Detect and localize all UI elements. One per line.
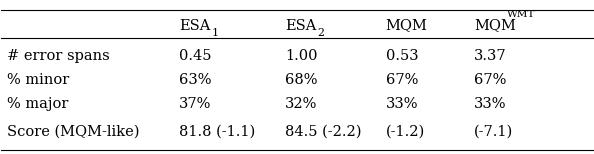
Text: MQM: MQM xyxy=(475,19,516,33)
Text: # error spans: # error spans xyxy=(7,49,110,63)
Text: (-7.1): (-7.1) xyxy=(475,124,514,138)
Text: 32%: 32% xyxy=(285,97,318,111)
Text: 1.00: 1.00 xyxy=(285,49,318,63)
Text: WMT: WMT xyxy=(507,10,535,20)
Text: (-1.2): (-1.2) xyxy=(386,124,425,138)
Text: 81.8 (-1.1): 81.8 (-1.1) xyxy=(179,124,255,138)
Text: Score (MQM-like): Score (MQM-like) xyxy=(7,124,140,138)
Text: 0.45: 0.45 xyxy=(179,49,211,63)
Text: ESA: ESA xyxy=(285,19,317,33)
Text: 3.37: 3.37 xyxy=(475,49,507,63)
Text: MQM: MQM xyxy=(386,19,428,33)
Text: 1: 1 xyxy=(211,28,219,38)
Text: % minor: % minor xyxy=(7,73,69,87)
Text: 84.5 (-2.2): 84.5 (-2.2) xyxy=(285,124,362,138)
Text: 37%: 37% xyxy=(179,97,211,111)
Text: 68%: 68% xyxy=(285,73,318,87)
Text: 33%: 33% xyxy=(475,97,507,111)
Text: 63%: 63% xyxy=(179,73,211,87)
Text: % major: % major xyxy=(7,97,69,111)
Text: 2: 2 xyxy=(318,28,325,38)
Text: ESA: ESA xyxy=(179,19,210,33)
Text: 67%: 67% xyxy=(386,73,418,87)
Text: 67%: 67% xyxy=(475,73,507,87)
Text: 33%: 33% xyxy=(386,97,418,111)
Text: 0.53: 0.53 xyxy=(386,49,418,63)
